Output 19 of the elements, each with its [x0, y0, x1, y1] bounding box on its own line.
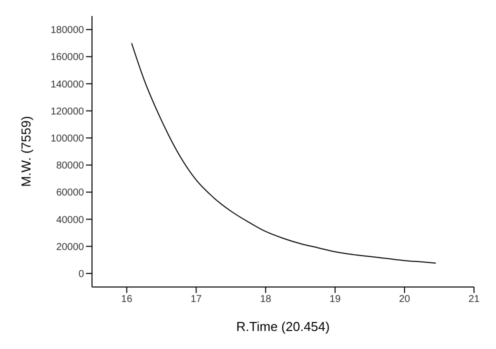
y-tick-label: 140000 — [50, 79, 84, 90]
x-axis-title: R.Time (20.454) — [236, 319, 330, 334]
y-tick-label: 60000 — [56, 188, 84, 199]
y-tick-label: 100000 — [50, 134, 84, 144]
x-tick-label: 20 — [398, 294, 411, 306]
y-tick-label: 120000 — [50, 106, 84, 118]
x-tick-label: 21 — [468, 294, 480, 306]
y-tick-label: 80000 — [56, 160, 84, 172]
x-tick-label: 17 — [190, 294, 202, 306]
x-tick-label: 18 — [260, 294, 272, 306]
y-axis-title: M.W. (7559) — [18, 116, 34, 187]
y-tick-label: 40000 — [56, 214, 84, 226]
y-tick-label: 20000 — [56, 242, 84, 253]
x-tick-label: 19 — [330, 294, 342, 306]
y-tick-label: 160000 — [50, 52, 84, 64]
line-series — [131, 42, 436, 264]
y-tick-label: 0 — [78, 269, 84, 280]
y-tick-label: 180000 — [50, 25, 84, 36]
x-tick-label: 16 — [121, 294, 133, 306]
